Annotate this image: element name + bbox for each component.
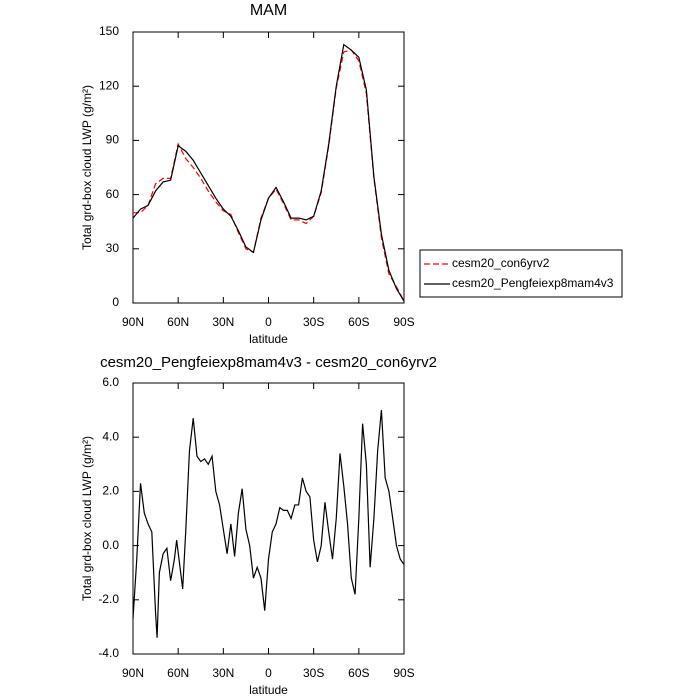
y-tick-label: 2.0 bbox=[102, 484, 119, 498]
x-tick-label: 30S bbox=[303, 315, 324, 329]
x-tick-label: 60S bbox=[348, 666, 369, 680]
x-tick-label: 60N bbox=[167, 315, 189, 329]
y-tick-label: 60 bbox=[106, 187, 120, 201]
data-line bbox=[132, 43, 405, 302]
x-tick-label: 90N bbox=[122, 666, 144, 680]
x-axis-label: latitude bbox=[249, 332, 288, 346]
legend-label: cesm20_con6yrv2 bbox=[452, 256, 550, 270]
y-tick-label: -2.0 bbox=[98, 592, 119, 606]
x-tick-label: 60S bbox=[348, 315, 369, 329]
y-tick-label: 90 bbox=[106, 133, 120, 147]
x-tick-label: 90S bbox=[393, 315, 414, 329]
x-tick-label: 60N bbox=[167, 666, 189, 680]
x-tick-label: 30N bbox=[212, 666, 234, 680]
y-tick-label: 4.0 bbox=[102, 429, 119, 443]
y-tick-label: 6.0 bbox=[102, 375, 119, 389]
x-axis-label: latitude bbox=[249, 683, 288, 697]
legend-label: cesm20_Pengfeiexp8mam4v3 bbox=[452, 276, 614, 290]
data-line bbox=[133, 49, 405, 302]
x-tick-label: 90S bbox=[393, 666, 414, 680]
x-tick-label: 90N bbox=[122, 315, 144, 329]
legend-box bbox=[419, 249, 623, 298]
y-tick-label: 150 bbox=[99, 24, 119, 38]
plot-frame bbox=[132, 382, 405, 655]
y-tick-label: 0 bbox=[112, 295, 119, 309]
x-tick-label: 30N bbox=[212, 315, 234, 329]
x-tick-label: 0 bbox=[265, 666, 272, 680]
y-tick-label: -4.0 bbox=[98, 646, 119, 660]
x-tick-label: 30S bbox=[303, 666, 324, 680]
chart-title: MAM bbox=[250, 2, 287, 19]
y-tick-label: 120 bbox=[99, 78, 119, 92]
y-axis-label: Total grd-box cloud LWP (g/m²) bbox=[80, 436, 94, 601]
x-tick-label: 0 bbox=[265, 315, 272, 329]
data-line bbox=[132, 410, 405, 638]
y-axis-label: Total grd-box cloud LWP (g/m²) bbox=[80, 85, 94, 250]
chart-title: cesm20_Pengfeiexp8mam4v3 - cesm20_con6yr… bbox=[100, 354, 437, 371]
y-tick-label: 30 bbox=[106, 241, 120, 255]
y-tick-label: 0.0 bbox=[102, 538, 119, 552]
